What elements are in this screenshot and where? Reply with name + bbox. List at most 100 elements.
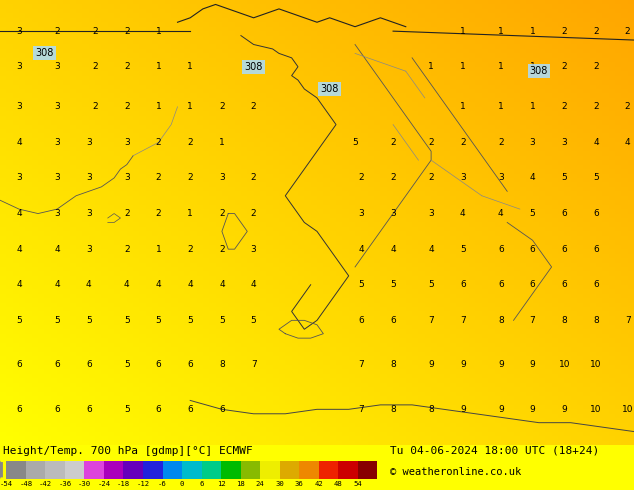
Text: 6: 6 [561, 280, 567, 289]
Text: 12: 12 [217, 482, 226, 488]
Text: 4: 4 [219, 280, 224, 289]
Text: 48: 48 [334, 482, 342, 488]
Text: 5: 5 [390, 280, 396, 289]
Text: 6: 6 [358, 316, 365, 325]
Text: 3: 3 [124, 138, 130, 147]
Text: 5: 5 [155, 316, 162, 325]
Text: 2: 2 [251, 102, 256, 111]
Text: 8: 8 [390, 405, 396, 414]
Text: 2: 2 [124, 209, 129, 218]
Bar [26, 461, 46, 479]
Text: 6: 6 [16, 360, 22, 369]
Text: -42: -42 [39, 482, 52, 488]
Text: 1: 1 [187, 102, 193, 111]
Text: 5: 5 [16, 316, 22, 325]
Text: 4: 4 [55, 245, 60, 254]
FancyArrow shape [0, 461, 3, 479]
Text: 3: 3 [16, 173, 22, 182]
Text: 2: 2 [219, 209, 224, 218]
Bar [280, 461, 299, 479]
Text: 5: 5 [86, 316, 92, 325]
Text: 5: 5 [124, 316, 130, 325]
Text: 3: 3 [54, 173, 60, 182]
Text: 4: 4 [498, 209, 503, 218]
Text: 2: 2 [562, 62, 567, 71]
Text: 3: 3 [54, 62, 60, 71]
Text: 6: 6 [390, 316, 396, 325]
Text: 1: 1 [498, 102, 504, 111]
Text: 8: 8 [219, 360, 225, 369]
Bar [299, 461, 319, 479]
Text: 6: 6 [561, 209, 567, 218]
Text: 3: 3 [86, 138, 92, 147]
Text: 10: 10 [559, 360, 570, 369]
Text: 24: 24 [256, 482, 264, 488]
Bar [338, 461, 358, 479]
Text: 1: 1 [187, 62, 193, 71]
Text: -36: -36 [58, 482, 72, 488]
Text: 2: 2 [156, 138, 161, 147]
Text: 6: 6 [219, 405, 225, 414]
Text: 7: 7 [358, 360, 365, 369]
Text: 1: 1 [155, 102, 162, 111]
Text: 2: 2 [391, 138, 396, 147]
Text: 5: 5 [54, 316, 60, 325]
Text: 1: 1 [155, 26, 162, 36]
Text: 2: 2 [429, 138, 434, 147]
Text: 3: 3 [16, 26, 22, 36]
Text: 10: 10 [590, 405, 602, 414]
Text: 1: 1 [155, 62, 162, 71]
Text: 4: 4 [16, 138, 22, 147]
Text: 4: 4 [530, 173, 535, 182]
Text: 5: 5 [250, 316, 257, 325]
Text: 1: 1 [498, 26, 504, 36]
Text: 1: 1 [219, 138, 225, 147]
Text: 2: 2 [219, 245, 224, 254]
Text: 5: 5 [124, 405, 130, 414]
Text: 6: 6 [54, 360, 60, 369]
Text: 4: 4 [16, 245, 22, 254]
Text: 6: 6 [498, 280, 504, 289]
Bar [6, 461, 26, 479]
Bar [358, 461, 377, 479]
Text: 5: 5 [352, 138, 358, 147]
Text: 2: 2 [188, 245, 193, 254]
Text: 2: 2 [188, 173, 193, 182]
Text: 9: 9 [428, 360, 434, 369]
Text: 2: 2 [251, 209, 256, 218]
Text: 1: 1 [460, 102, 466, 111]
Text: 9: 9 [460, 360, 466, 369]
Text: 2: 2 [124, 245, 129, 254]
Bar [162, 461, 182, 479]
Text: 6: 6 [187, 405, 193, 414]
Text: 7: 7 [624, 316, 631, 325]
Text: 1: 1 [460, 62, 466, 71]
Text: 308: 308 [36, 49, 53, 58]
Text: 5: 5 [428, 280, 434, 289]
Text: 3: 3 [86, 209, 92, 218]
Text: 1: 1 [460, 26, 466, 36]
Text: Height/Temp. 700 hPa [gdmp][°C] ECMWF: Height/Temp. 700 hPa [gdmp][°C] ECMWF [3, 446, 253, 456]
Text: 3: 3 [561, 138, 567, 147]
Text: 4: 4 [359, 245, 364, 254]
Text: 6: 6 [529, 280, 536, 289]
Text: -18: -18 [117, 482, 130, 488]
Text: 4: 4 [55, 280, 60, 289]
Text: 9: 9 [498, 405, 504, 414]
Text: 3: 3 [529, 138, 536, 147]
Text: 2: 2 [359, 173, 364, 182]
Bar [319, 461, 338, 479]
Text: 5: 5 [358, 280, 365, 289]
Text: 1: 1 [529, 102, 536, 111]
Text: 6: 6 [498, 245, 504, 254]
Text: 5: 5 [187, 316, 193, 325]
Text: 4: 4 [16, 209, 22, 218]
Text: 6: 6 [54, 405, 60, 414]
Text: 6: 6 [199, 482, 204, 488]
Text: 2: 2 [188, 138, 193, 147]
Text: 2: 2 [124, 26, 129, 36]
Text: -54: -54 [0, 482, 13, 488]
Text: 5: 5 [561, 173, 567, 182]
Text: 9: 9 [529, 360, 536, 369]
Text: 308: 308 [321, 84, 339, 94]
